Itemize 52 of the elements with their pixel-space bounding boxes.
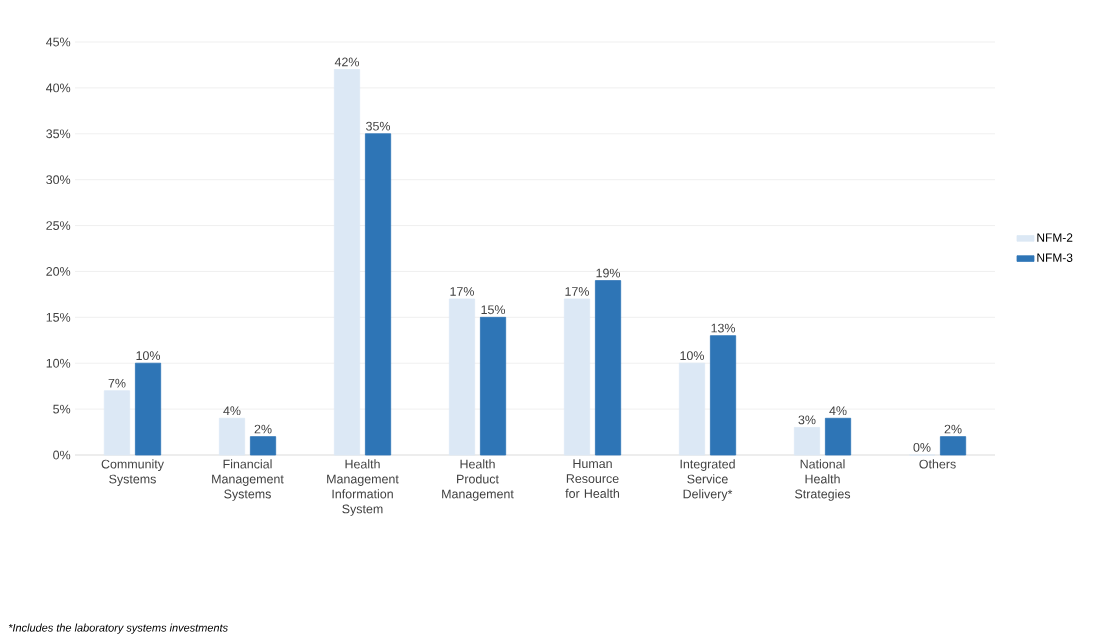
text: *Includes the laboratory systems investments bbox=[8, 623, 228, 634]
data-label: 4% bbox=[223, 406, 241, 416]
bar bbox=[249, 436, 277, 456]
bar bbox=[134, 362, 162, 456]
y-tick-label: 0% bbox=[53, 450, 71, 460]
data-label: 7% bbox=[108, 378, 126, 388]
data-label: 19% bbox=[596, 268, 621, 278]
y-tick-label: 15% bbox=[46, 312, 71, 322]
bar bbox=[333, 69, 361, 456]
bar bbox=[364, 133, 392, 456]
y-tick-label: 30% bbox=[46, 175, 71, 185]
x-tick-label: Integrated Service Delivery* bbox=[680, 459, 735, 501]
data-label: 2% bbox=[944, 424, 962, 434]
bar bbox=[709, 335, 737, 456]
data-label: 4% bbox=[829, 406, 847, 416]
y-tick-label: 45% bbox=[46, 37, 71, 47]
x-tick-label: Financial Management Systems bbox=[212, 459, 284, 501]
bar bbox=[103, 390, 131, 456]
y-tick-label: 20% bbox=[46, 267, 71, 276]
data-label: 17% bbox=[565, 287, 589, 296]
bar bbox=[479, 316, 507, 456]
legend-label: NFM-2 bbox=[1037, 233, 1073, 242]
x-tick-label: Community Systems bbox=[101, 459, 164, 486]
bar bbox=[563, 298, 591, 456]
x-tick-label: National Health Strategies bbox=[795, 459, 851, 501]
x-tick-label: Others bbox=[919, 459, 956, 469]
bar bbox=[939, 436, 967, 456]
data-label: 0% bbox=[913, 442, 931, 452]
data-label: 2% bbox=[254, 424, 272, 434]
bar bbox=[793, 427, 821, 456]
bar bbox=[448, 298, 476, 456]
x-tick-label: Health Management Information System bbox=[327, 459, 399, 516]
y-tick-label: 40% bbox=[46, 83, 71, 93]
y-tick-label: 35% bbox=[46, 129, 71, 139]
data-label: 13% bbox=[711, 323, 736, 333]
bar bbox=[594, 280, 622, 456]
data-label: 35% bbox=[366, 121, 391, 131]
y-tick-label: 10% bbox=[46, 358, 71, 368]
data-label: 42% bbox=[334, 57, 359, 67]
x-tick-label: Health Product Management bbox=[442, 459, 514, 501]
bar bbox=[218, 417, 246, 456]
data-label: 10% bbox=[680, 351, 704, 361]
bar bbox=[678, 362, 706, 456]
bar bbox=[824, 417, 852, 456]
data-label: 3% bbox=[798, 415, 816, 425]
y-tick-label: 5% bbox=[53, 404, 71, 414]
y-tick-label: 25% bbox=[46, 221, 71, 230]
data-label: 17% bbox=[450, 287, 474, 296]
x-tick-label: Human Resource for Health bbox=[565, 459, 620, 498]
legend-label: NFM-3 bbox=[1037, 253, 1073, 262]
data-label: 15% bbox=[481, 305, 506, 315]
data-label: 10% bbox=[136, 351, 161, 361]
